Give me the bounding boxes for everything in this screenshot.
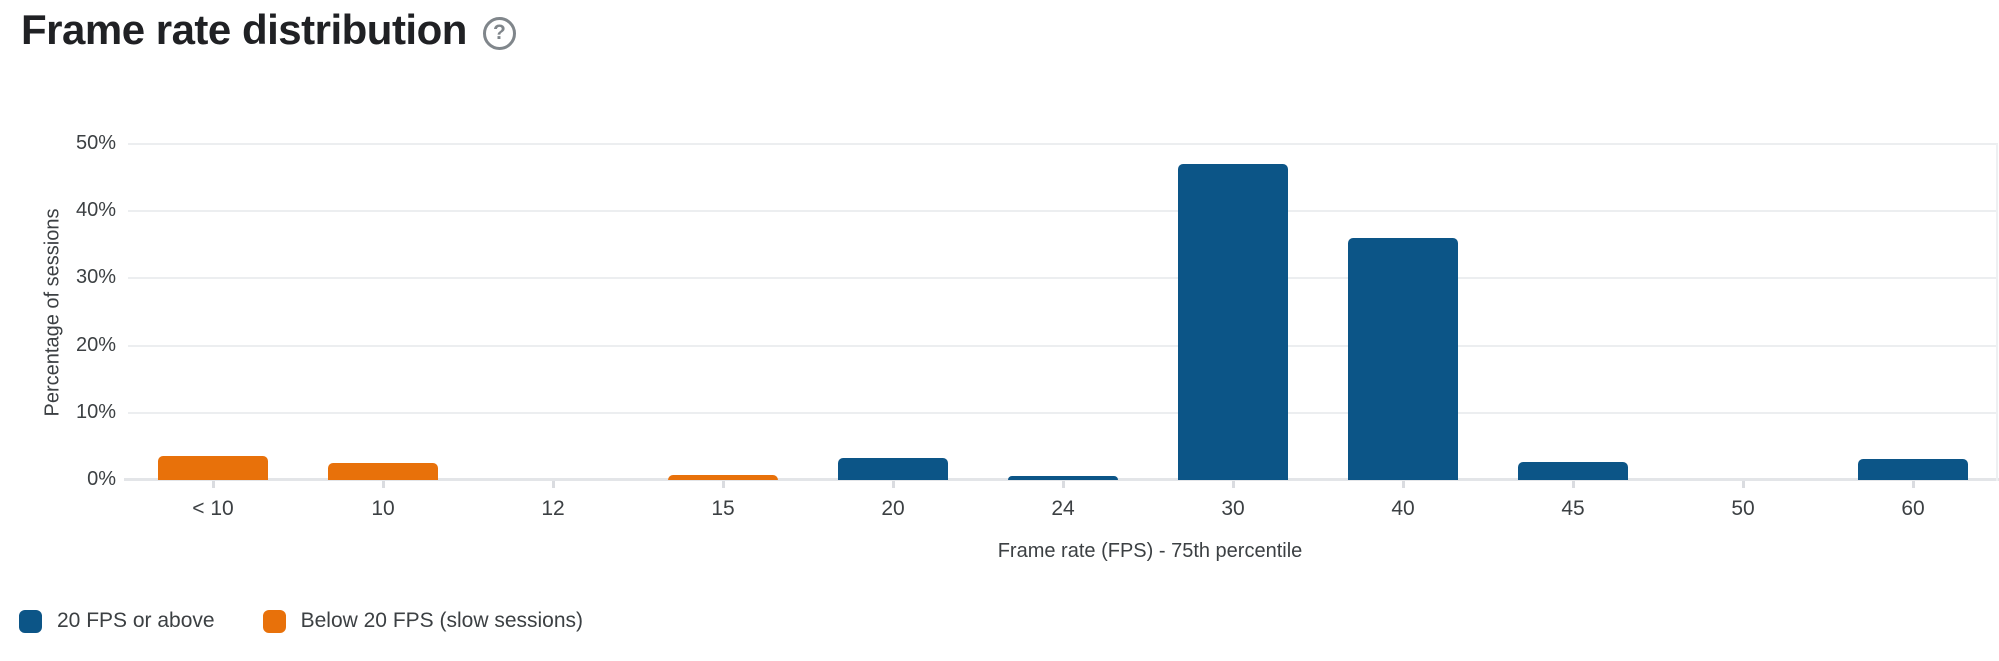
gridline-10 bbox=[128, 411, 1998, 414]
x-tick-mark bbox=[1401, 481, 1405, 488]
x-tick-mark bbox=[721, 481, 725, 488]
legend-item: Below 20 FPS (slow sessions) bbox=[262, 609, 584, 633]
chart-legend: 20 FPS or above Below 20 FPS (slow sessio… bbox=[19, 609, 583, 633]
x-tick-label-15: 15 bbox=[711, 497, 735, 520]
x-tick-mark bbox=[1741, 481, 1745, 488]
x-tick-label-<10: < 10 bbox=[192, 497, 234, 520]
bar-24[interactable] bbox=[1008, 476, 1118, 480]
x-tick-label-30: 30 bbox=[1221, 497, 1245, 520]
bar-30[interactable] bbox=[1178, 164, 1288, 480]
gridline-50 bbox=[128, 143, 1998, 145]
x-tick-mark bbox=[1231, 481, 1235, 488]
y-tick-label-50: 50% bbox=[75, 132, 116, 154]
legend-label: Below 20 FPS (slow sessions) bbox=[300, 609, 584, 632]
frame-rate-chart: 0% 10% 20% 30% 40% 50% Percentage of sessions… bbox=[41, 132, 1999, 562]
help-icon[interactable]: ? bbox=[482, 16, 516, 50]
y-tick-label-20: 20% bbox=[75, 333, 116, 356]
x-tick-label-12: 12 bbox=[541, 497, 565, 520]
x-tick-mark bbox=[1911, 481, 1915, 488]
bar-<10[interactable] bbox=[158, 456, 268, 480]
y-tick-label-10: 10% bbox=[75, 400, 116, 423]
x-tick-mark bbox=[551, 481, 555, 488]
legend-item: 20 FPS or above bbox=[19, 609, 215, 633]
bar-45[interactable] bbox=[1518, 462, 1628, 480]
x-axis-title: Frame rate (FPS) - 75th percentile bbox=[997, 540, 1303, 562]
page-title: Frame rate distribution bbox=[21, 6, 467, 53]
x-tick-label-50: 50 bbox=[1731, 497, 1755, 520]
bar-20[interactable] bbox=[838, 458, 948, 480]
x-tick-mark bbox=[891, 481, 895, 488]
legend-label: 20 FPS or above bbox=[57, 609, 215, 632]
legend-swatch bbox=[19, 609, 42, 633]
y-tick-label-30: 30% bbox=[75, 266, 116, 289]
bar-40[interactable] bbox=[1348, 238, 1458, 480]
chart-right-border bbox=[1996, 144, 1998, 481]
chart-header: Frame rate distribution ? bbox=[21, 6, 516, 54]
x-tick-label-20: 20 bbox=[881, 497, 905, 520]
x-tick-mark bbox=[211, 481, 215, 488]
x-tick-label-24: 24 bbox=[1051, 497, 1075, 520]
x-tick-mark bbox=[1571, 481, 1575, 488]
x-tick-label-40: 40 bbox=[1391, 497, 1415, 520]
y-tick-label-0: 0% bbox=[87, 468, 116, 490]
x-tick-label-10: 10 bbox=[371, 497, 395, 520]
y-axis-title: Percentage of sessions bbox=[41, 208, 64, 416]
x-tick-mark bbox=[381, 481, 385, 488]
x-tick-label-45: 45 bbox=[1561, 497, 1585, 520]
x-tick-label-60: 60 bbox=[1901, 497, 1925, 520]
bar-10[interactable] bbox=[328, 463, 438, 480]
y-tick-label-40: 40% bbox=[75, 199, 116, 222]
gridline-40 bbox=[128, 210, 1998, 213]
bar-60[interactable] bbox=[1858, 459, 1968, 480]
gridline-20 bbox=[128, 344, 1998, 347]
bar-15[interactable] bbox=[668, 475, 778, 480]
legend-swatch bbox=[262, 609, 286, 633]
x-tick-mark bbox=[1061, 481, 1065, 488]
gridline-30 bbox=[128, 277, 1998, 280]
